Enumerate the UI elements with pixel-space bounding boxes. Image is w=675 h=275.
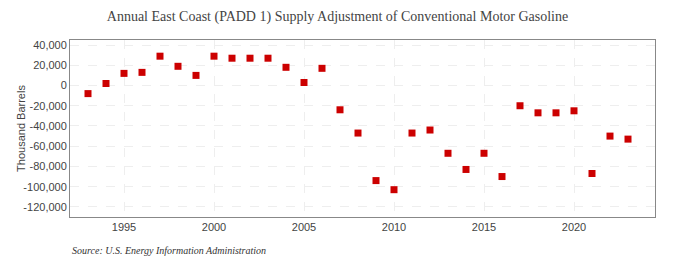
- svg-text:-60,000: -60,000: [29, 140, 66, 152]
- svg-text:20,000: 20,000: [33, 59, 67, 71]
- svg-text:-80,000: -80,000: [29, 160, 66, 172]
- svg-text:Thousand Barrels: Thousand Barrels: [15, 85, 27, 172]
- svg-text:0: 0: [61, 79, 67, 91]
- svg-text:40,000: 40,000: [33, 39, 67, 51]
- svg-text:-120,000: -120,000: [23, 201, 66, 213]
- svg-text:2015: 2015: [472, 221, 496, 233]
- svg-text:2020: 2020: [562, 221, 586, 233]
- svg-text:Annual East Coast (PADD 1) Sup: Annual East Coast (PADD 1) Supply Adjust…: [107, 9, 568, 25]
- svg-text:2000: 2000: [202, 221, 226, 233]
- svg-text:2010: 2010: [382, 221, 406, 233]
- svg-text:2005: 2005: [292, 221, 316, 233]
- svg-text:-40,000: -40,000: [29, 120, 66, 132]
- svg-text:1995: 1995: [112, 221, 136, 233]
- svg-text:-100,000: -100,000: [23, 181, 66, 193]
- svg-text:Source: U.S. Energy Informatio: Source: U.S. Energy Information Administ…: [72, 245, 266, 256]
- svg-text:-20,000: -20,000: [29, 100, 66, 112]
